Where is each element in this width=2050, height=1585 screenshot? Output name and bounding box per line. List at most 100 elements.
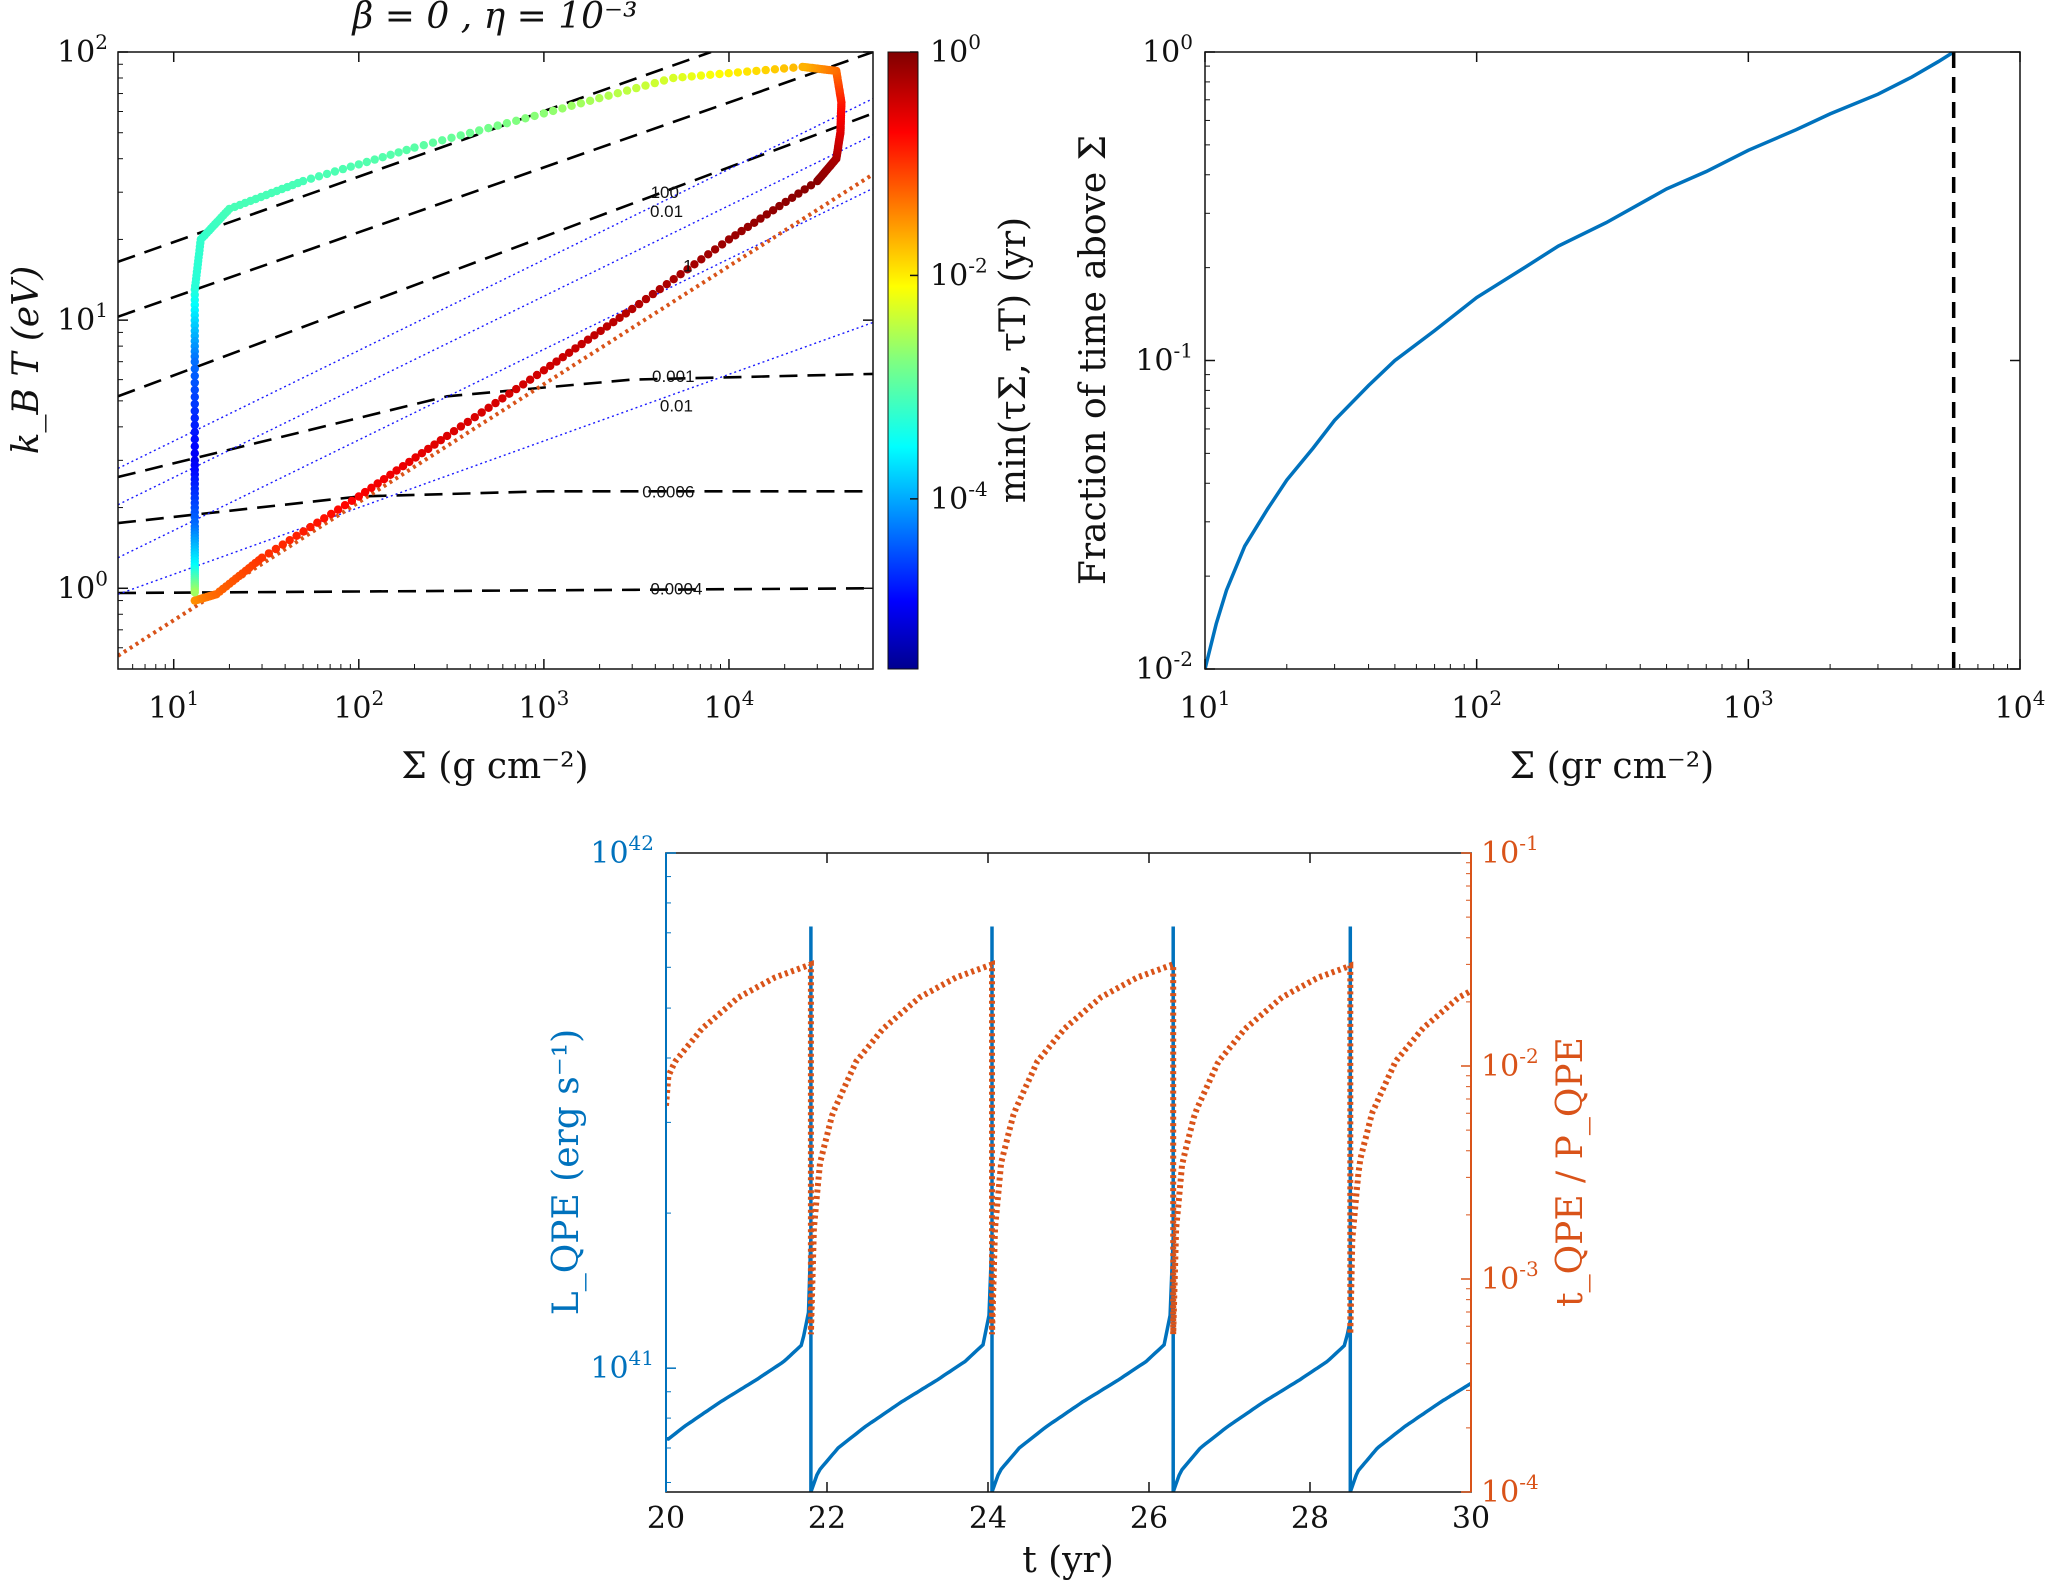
track-point <box>762 210 771 219</box>
x-tick-label: 26 <box>1130 1501 1168 1536</box>
track-point <box>717 240 727 249</box>
track-point <box>779 64 789 73</box>
track-point <box>567 101 576 111</box>
track-point <box>743 67 752 76</box>
track-point <box>756 214 765 223</box>
track-point <box>190 588 199 597</box>
track-point <box>484 403 493 412</box>
track-point <box>333 505 343 514</box>
track-point <box>650 78 659 88</box>
track-point <box>532 370 542 380</box>
track-point <box>632 83 641 93</box>
track-point <box>752 66 761 76</box>
track-point <box>442 431 452 441</box>
track-point <box>662 280 671 289</box>
track-point <box>798 62 807 72</box>
track-point <box>576 99 586 108</box>
y-tick-label: 100 <box>57 566 108 606</box>
x-tick-label: 101 <box>148 686 199 726</box>
panel-b-ticks: 101 102 103 104 10-2 10-1 100 <box>1135 30 2045 726</box>
track-point <box>428 138 438 147</box>
x-tick-label: 102 <box>1451 686 1502 726</box>
track-point <box>327 509 336 519</box>
colorbar: 100 10-2 10-4 min(τΣ, τT) (yr) <box>887 30 1034 670</box>
contour-label: 1 <box>683 256 692 275</box>
y-tick-label: 10-2 <box>1135 647 1193 687</box>
track-point <box>306 174 316 183</box>
track-point <box>285 536 294 545</box>
track-point <box>696 71 706 80</box>
track-point <box>621 309 631 318</box>
track-point <box>731 231 740 240</box>
colorbar-tick-label: 10-2 <box>930 253 988 293</box>
x-tick-label: 103 <box>518 686 569 726</box>
track-point <box>512 116 521 126</box>
track-point <box>190 406 199 416</box>
track-point <box>525 375 535 384</box>
y-tick-label-right: 10-4 <box>1481 1470 1539 1510</box>
track-point <box>477 408 486 417</box>
panel-qpe-lightcurve: 20 22 24 26 28 30 1041 1042 10-4 10-3 10-2 10-1 t (… <box>546 831 1591 1581</box>
track-point <box>602 322 612 331</box>
panel-b-x-label: Σ (gr cm⁻²) <box>1510 746 1714 787</box>
x-tick-label: 104 <box>1995 686 2046 726</box>
track-point <box>402 145 411 155</box>
contour-line-dotted <box>118 321 873 595</box>
track-point <box>411 453 420 462</box>
track-point <box>449 427 459 436</box>
panel-a-axes-frame <box>117 51 874 670</box>
track-point <box>271 544 281 554</box>
track-point <box>512 384 521 394</box>
track-point <box>394 148 403 157</box>
panel-fraction-of-time: 101 102 103 104 10-2 10-1 100 Σ (gr cm⁻²) Frac… <box>1073 30 2045 787</box>
contour-line-dashed <box>118 52 873 318</box>
panel-c-y-label-left: L_QPE (erg s⁻¹) <box>546 1029 587 1315</box>
track-point <box>585 96 595 106</box>
track-point <box>417 449 427 458</box>
track-point <box>710 245 720 254</box>
track-point <box>770 65 780 74</box>
track-point <box>456 131 465 140</box>
track-point <box>447 133 456 142</box>
track-point <box>190 399 199 409</box>
track-point <box>724 69 733 78</box>
track-point <box>676 270 685 279</box>
contour-line-dashed <box>118 490 873 525</box>
colorbar-tick-label: 100 <box>930 30 981 70</box>
track-point <box>669 73 678 83</box>
track-point <box>405 457 414 467</box>
track-point <box>539 109 549 118</box>
track-point <box>190 435 199 444</box>
track-point <box>641 294 651 304</box>
track-point <box>690 260 699 269</box>
track-point <box>519 380 528 389</box>
track-point <box>800 185 809 194</box>
colorbar-gradient <box>887 51 919 670</box>
track-point <box>530 111 539 121</box>
cycle-track <box>190 62 846 605</box>
track-point <box>378 153 387 162</box>
track-point <box>715 69 724 79</box>
track-point <box>648 289 658 299</box>
track-point <box>306 522 315 532</box>
track-point <box>190 413 199 423</box>
panel-a-y-label: k_B T (eV) <box>6 266 47 455</box>
track-point <box>683 265 692 274</box>
track-point <box>546 361 555 371</box>
track-point <box>641 81 650 90</box>
y-tick-label: 10-1 <box>1135 339 1193 379</box>
qpe-series <box>666 926 1471 1492</box>
track-point <box>379 475 389 484</box>
track-point <box>338 164 348 174</box>
track-point <box>628 304 637 314</box>
track-point <box>438 136 447 145</box>
y-tick-label-left: 1042 <box>590 831 654 871</box>
contour-label: 0.01 <box>660 397 693 416</box>
colorbar-label: min(τΣ, τT) (yr) <box>993 217 1034 503</box>
track-point <box>655 285 664 294</box>
colorbar-ticks: 100 10-2 10-4 <box>910 30 988 517</box>
track-point <box>548 106 558 116</box>
panel-c-ticks: 20 22 24 26 28 30 1041 1042 10-4 10-3 10-2 10-1 <box>590 831 1538 1536</box>
